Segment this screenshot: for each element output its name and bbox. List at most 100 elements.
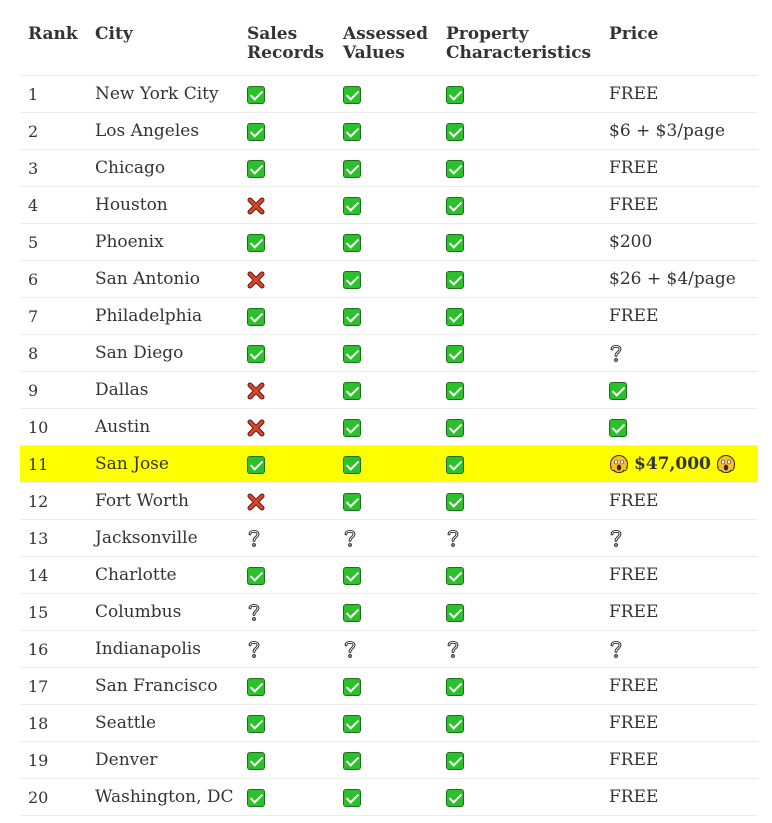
price-cell: FREE	[601, 778, 758, 816]
assessed-cell	[335, 260, 438, 298]
header-price: Price	[601, 0, 758, 76]
assessed-cell	[335, 630, 438, 668]
rank-cell: 4	[20, 186, 87, 224]
rank-cell: 19	[20, 741, 87, 779]
cross-icon	[247, 382, 265, 399]
city-cell: Houston	[87, 186, 239, 224]
price-value: $47,000	[634, 453, 711, 474]
assessed-cell	[335, 186, 438, 224]
city-cell: Indianapolis	[87, 630, 239, 668]
price-value: $200	[609, 232, 653, 252]
check-icon	[446, 714, 464, 733]
assessed-cell	[335, 149, 438, 187]
price-cell: $47,000	[601, 445, 758, 483]
price-cell: FREE	[601, 741, 758, 779]
check-icon	[247, 85, 265, 104]
check-icon	[343, 381, 361, 400]
check-icon	[446, 677, 464, 696]
price-value: $26 + $4/page	[609, 269, 736, 289]
property-cell	[438, 149, 601, 187]
question-icon	[447, 530, 459, 548]
table-row: 13 Jacksonville	[20, 519, 758, 557]
check-icon	[343, 159, 361, 178]
property-cell	[438, 519, 601, 557]
check-icon	[446, 788, 464, 807]
rank-cell: 20	[20, 778, 87, 816]
check-icon	[446, 603, 464, 622]
header-row: Rank City Sales Records Assessed Values Pr…	[20, 0, 758, 76]
assessed-cell	[335, 445, 438, 483]
header-assessed-line2: Values	[343, 43, 405, 63]
check-icon	[247, 159, 265, 178]
question-icon	[610, 345, 622, 363]
city-cell: Columbus	[87, 593, 239, 631]
rank-cell: 2	[20, 112, 87, 150]
price-value: FREE	[609, 787, 659, 807]
property-cell	[438, 593, 601, 631]
property-cell	[438, 223, 601, 261]
question-icon	[344, 641, 356, 659]
check-icon	[446, 418, 464, 437]
check-icon	[446, 566, 464, 585]
table-row: 11 San Jose $47,000	[20, 445, 758, 483]
property-cell	[438, 334, 601, 372]
assessed-cell	[335, 778, 438, 816]
sales-cell	[239, 778, 335, 816]
check-icon	[343, 788, 361, 807]
sales-cell	[239, 408, 335, 446]
check-icon	[343, 677, 361, 696]
price-cell: FREE	[601, 297, 758, 335]
check-icon	[343, 270, 361, 289]
rank-cell: 18	[20, 704, 87, 742]
price-cell	[601, 408, 758, 446]
city-cell: Austin	[87, 408, 239, 446]
check-icon	[343, 233, 361, 252]
price-value: FREE	[609, 713, 659, 733]
price-cell	[601, 371, 758, 409]
check-icon	[446, 233, 464, 252]
sales-cell	[239, 75, 335, 113]
property-cell	[438, 371, 601, 409]
table-row: 9 Dallas	[20, 371, 758, 409]
price-cell: $200	[601, 223, 758, 261]
city-cell: Philadelphia	[87, 297, 239, 335]
header-price-label: Price	[609, 24, 659, 44]
check-icon	[343, 307, 361, 326]
price-cell: FREE	[601, 75, 758, 113]
header-assessed-line1: Assessed	[343, 24, 428, 44]
rank-cell: 17	[20, 667, 87, 705]
sales-cell	[239, 149, 335, 187]
sales-cell	[239, 704, 335, 742]
property-cell	[438, 112, 601, 150]
check-icon	[446, 344, 464, 363]
header-property-line1: Property	[446, 24, 529, 44]
price-value: FREE	[609, 84, 659, 104]
question-icon	[344, 530, 356, 548]
property-cell	[438, 260, 601, 298]
assessed-cell	[335, 112, 438, 150]
property-cell	[438, 445, 601, 483]
question-icon	[610, 530, 622, 548]
rank-cell: 15	[20, 593, 87, 631]
rank-cell: 1	[20, 75, 87, 113]
question-icon	[248, 641, 260, 659]
rank-cell: 11	[20, 445, 87, 483]
price-cell	[601, 630, 758, 668]
property-cell	[438, 408, 601, 446]
check-icon	[247, 233, 265, 252]
property-cell	[438, 297, 601, 335]
table-row: 16 Indianapolis	[20, 630, 758, 668]
price-cell: FREE	[601, 667, 758, 705]
table-row: 14 Charlotte FREE	[20, 556, 758, 594]
property-cell	[438, 667, 601, 705]
assessed-cell	[335, 371, 438, 409]
table-body: 1 New York City FREE 2 Los Angeles $6 + $3/pa…	[20, 75, 758, 816]
table-row: 12 Fort Worth FREE	[20, 482, 758, 520]
property-cell	[438, 482, 601, 520]
table-header: Rank City Sales Records Assessed Values Pr…	[20, 0, 758, 76]
table-row: 4 Houston FREE	[20, 186, 758, 224]
assessed-cell	[335, 297, 438, 335]
price-cell: FREE	[601, 186, 758, 224]
check-icon	[247, 566, 265, 585]
